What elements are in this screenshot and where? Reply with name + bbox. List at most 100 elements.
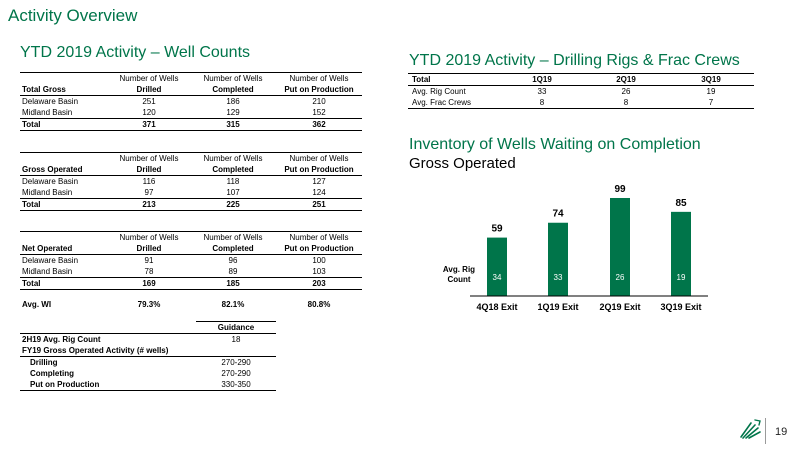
row-label: Avg. Frac Crews xyxy=(408,97,500,109)
col-header-drilled: Drilled xyxy=(108,164,190,176)
bar-inner-label: 33 xyxy=(554,273,563,282)
col-header-top: Number of Wells xyxy=(190,152,276,164)
total-cell: 213 xyxy=(108,198,190,211)
total-cell: 371 xyxy=(108,118,190,131)
section-label: Net Operated xyxy=(20,243,108,255)
bar xyxy=(610,197,630,296)
cell: 116 xyxy=(142,177,156,186)
cell: 97 xyxy=(108,187,190,199)
bar xyxy=(671,211,691,296)
row-label: Delaware Basin xyxy=(22,177,79,186)
cell: 118 xyxy=(226,177,240,186)
rigs-header-q: 2Q19 xyxy=(584,73,668,86)
col-header-top: Number of Wells xyxy=(108,72,190,84)
inner-label-legend: Avg. Rig xyxy=(443,265,475,274)
row-label: Midland Basin xyxy=(20,107,108,119)
col-header-pop: Put on Production xyxy=(276,84,362,96)
inventory-heading: Inventory of Wells Waiting on Completion xyxy=(409,136,701,153)
guidance-row-label: Drilling xyxy=(30,358,58,367)
cell: 186 xyxy=(226,97,240,106)
cell: 78 xyxy=(108,266,190,278)
inventory-subheading: Gross Operated xyxy=(409,155,516,172)
company-logo xyxy=(738,418,762,445)
cell: 7 xyxy=(668,97,754,109)
rig-count-label: 2H19 Avg. Rig Count xyxy=(22,335,101,344)
bar xyxy=(548,222,568,296)
rigs-header-total: Total xyxy=(408,73,500,86)
total-cell: 185 xyxy=(190,277,276,290)
bar-inner-label: 34 xyxy=(493,273,502,282)
avg-wi-value: 82.1% xyxy=(221,300,245,309)
guidance-row-value: 270-290 xyxy=(221,358,251,367)
cell: 103 xyxy=(276,266,362,278)
avg-wi-value: 79.3% xyxy=(137,300,161,309)
cell: 210 xyxy=(312,97,326,106)
col-header-completed: Completed xyxy=(190,164,276,176)
bar-value-label: 59 xyxy=(491,224,503,235)
rigs-table: Total 1Q19 2Q19 3Q19 Avg. Rig Count 33 2… xyxy=(408,73,754,109)
cell: 89 xyxy=(190,266,276,278)
bar-value-label: 85 xyxy=(675,198,687,209)
x-tick-label: 2Q19 Exit xyxy=(599,302,640,312)
rigs-header-q: 1Q19 xyxy=(500,73,584,86)
section-label: Total Gross xyxy=(20,84,108,96)
guidance-table: Guidance 2H19 Avg. Rig Count 18 FY19 Gro… xyxy=(20,321,276,391)
rig-count-value: 18 xyxy=(231,335,241,344)
col-header-top: Number of Wells xyxy=(276,152,362,164)
inner-label-legend: Count xyxy=(447,275,470,284)
gross-operated-table: Number of Wells Number of Wells Number o… xyxy=(20,152,362,211)
col-header-top: Number of Wells xyxy=(190,231,276,243)
inventory-bar-chart: 59 34 4Q18 Exit 74 33 1Q19 Exit 99 26 2Q19 Exit 8… xyxy=(443,184,708,312)
cell: 8 xyxy=(500,97,584,109)
cell: 152 xyxy=(276,107,362,119)
total-cell: 315 xyxy=(190,118,276,131)
bar-inner-label: 19 xyxy=(677,273,686,282)
x-tick-label: 4Q18 Exit xyxy=(476,302,517,312)
col-header-top: Number of Wells xyxy=(276,231,362,243)
cell: 26 xyxy=(621,87,631,96)
avg-wi-value: 80.8% xyxy=(307,300,331,309)
col-header-top: Number of Wells xyxy=(108,231,190,243)
bar-value-label: 74 xyxy=(552,209,564,220)
footer-separator xyxy=(765,418,766,444)
cell: 120 xyxy=(108,107,190,119)
row-label: Delaware Basin xyxy=(22,97,79,106)
page-title: Activity Overview xyxy=(8,6,138,25)
col-header-drilled: Drilled xyxy=(108,84,190,96)
section-label: Gross Operated xyxy=(20,164,108,176)
total-cell: 203 xyxy=(276,277,362,290)
cell: 33 xyxy=(537,87,547,96)
avg-wi-label: Avg. WI xyxy=(22,300,52,309)
x-tick-label: 1Q19 Exit xyxy=(537,302,578,312)
page-number: 19 xyxy=(775,426,788,438)
total-cell: 225 xyxy=(190,198,276,211)
cell: 96 xyxy=(228,256,238,265)
guidance-header: Guidance xyxy=(196,321,276,334)
total-label: Total xyxy=(20,118,108,131)
well-counts-heading: YTD 2019 Activity – Well Counts xyxy=(20,44,251,61)
total-gross-table: Number of Wells Number of Wells Number o… xyxy=(20,72,362,131)
col-header-completed: Completed xyxy=(190,243,276,255)
bar xyxy=(487,237,507,296)
bar-value-label: 99 xyxy=(614,184,626,195)
cell: 251 xyxy=(142,97,156,106)
guidance-row-value: 270-290 xyxy=(221,369,251,378)
total-label: Total xyxy=(20,277,108,290)
cell: 129 xyxy=(190,107,276,119)
total-cell: 362 xyxy=(276,118,362,131)
col-header-top: Number of Wells xyxy=(190,72,276,84)
row-label: Midland Basin xyxy=(20,266,108,278)
total-label: Total xyxy=(20,198,108,211)
cell: 127 xyxy=(312,177,326,186)
total-cell: 251 xyxy=(276,198,362,211)
x-tick-label: 3Q19 Exit xyxy=(660,302,701,312)
col-header-completed: Completed xyxy=(190,84,276,96)
guidance-row-label: Completing xyxy=(30,369,74,378)
col-header-pop: Put on Production xyxy=(276,164,362,176)
cell: 91 xyxy=(144,256,154,265)
activity-label: FY19 Gross Operated Activity (# wells) xyxy=(20,345,196,357)
guidance-row-value: 330-350 xyxy=(196,379,276,391)
bar-inner-label: 26 xyxy=(616,273,625,282)
row-label: Midland Basin xyxy=(20,187,108,199)
col-header-pop: Put on Production xyxy=(276,243,362,255)
